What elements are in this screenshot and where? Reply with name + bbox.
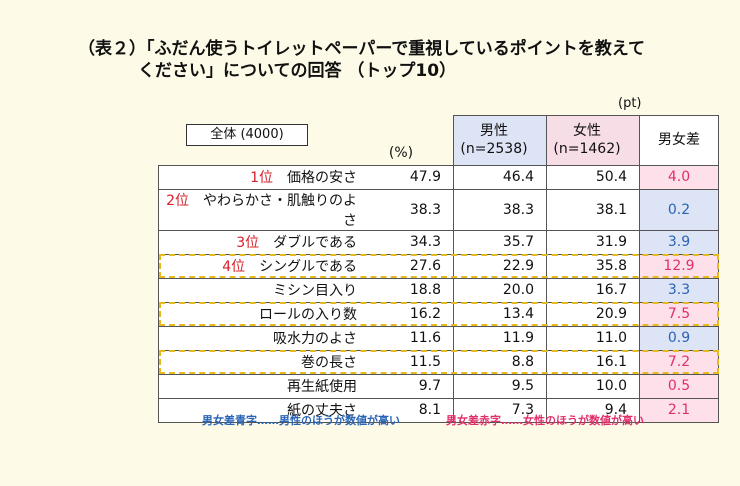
item-cell: 再生紙使用 (158, 373, 361, 398)
table-row: 4位 シングルである 27.6 22.9 35.8 12.9 (158, 253, 719, 278)
header-male-label: 男性 (480, 123, 508, 140)
value-male: 20.0 (453, 277, 547, 302)
value-male: 46.4 (453, 164, 547, 189)
item-label: 価格の安さ (287, 170, 357, 186)
value-diff: 12.9 (639, 253, 719, 278)
item-label: 再生紙使用 (287, 379, 357, 395)
item-label: やわらかさ・肌触りのよさ (203, 192, 357, 229)
table-row: 吸水力のよさ 11.6 11.9 11.0 0.9 (158, 325, 719, 350)
item-cell: ロールの入り数 (158, 301, 361, 326)
value-male: 38.3 (453, 188, 547, 230)
value-female: 10.0 (546, 373, 640, 398)
value-all: 27.6 (361, 253, 454, 278)
value-female: 35.8 (546, 253, 640, 278)
title-line-1: （表２）「ふだん使うトイレットペーパーで重視しているポイントを教えて (78, 39, 645, 59)
table-row: 再生紙使用 9.7 9.5 10.0 0.5 (158, 373, 719, 398)
item-label: 巻の長さ (301, 355, 357, 371)
table-row: 3位 ダブルである 34.3 35.7 31.9 3.9 (158, 229, 719, 254)
table-row: ロールの入り数 16.2 13.4 20.9 7.5 (158, 301, 719, 326)
item-cell: 1位 価格の安さ (158, 164, 361, 189)
item-cell: 巻の長さ (158, 349, 361, 374)
table-body: 1位 価格の安さ 47.9 46.4 50.4 4.0 2位 やわらかさ・肌触りのよさ 38.3… (158, 164, 719, 423)
value-all: 38.3 (361, 188, 454, 230)
note-male-higher: 男女差青字……男性のほうが数値が高い (202, 414, 400, 427)
unit-label: (pt) (618, 96, 642, 111)
rank-label: 3位 (236, 235, 260, 251)
value-all: 34.3 (361, 229, 454, 254)
value-female: 9.4 (546, 397, 640, 423)
value-diff: 3.3 (639, 277, 719, 302)
header-female-n: (n=1462) (553, 141, 621, 158)
value-male: 7.3 (453, 397, 547, 423)
item-label: 吸水力のよさ (273, 331, 357, 347)
value-male: 22.9 (453, 253, 547, 278)
value-female: 16.1 (546, 349, 640, 374)
value-male: 9.5 (453, 373, 547, 398)
item-label: ロールの入り数 (259, 307, 357, 323)
value-male: 11.9 (453, 325, 547, 350)
table-row: 巻の長さ 11.5 8.8 16.1 7.2 (158, 349, 719, 374)
value-all: 11.5 (361, 349, 454, 374)
value-female: 38.1 (546, 188, 640, 230)
header-female: 女性 (n=1462) (546, 115, 640, 165)
value-diff: 7.2 (639, 349, 719, 374)
rank-label: 2位 (166, 192, 189, 209)
table-row: 1位 価格の安さ 47.9 46.4 50.4 4.0 (158, 164, 719, 189)
item-cell: 4位 シングルである (158, 253, 361, 278)
value-all: 8.1 (361, 397, 454, 423)
value-diff: 0.9 (639, 325, 719, 350)
value-male: 13.4 (453, 301, 547, 326)
value-female: 50.4 (546, 164, 640, 189)
value-female: 11.0 (546, 325, 640, 350)
item-cell: 2位 やわらかさ・肌触りのよさ (158, 188, 361, 230)
item-cell: 吸水力のよさ (158, 325, 361, 350)
results-table: (%) 男性 (n=2538) 女性 (n=1462) 男女差 1位 価格の安さ 4… (158, 115, 719, 423)
rank-label: 1位 (250, 170, 273, 186)
table-row: 紙の丈夫さ 8.1 7.3 9.4 2.1 (158, 397, 719, 423)
header-diff: 男女差 (639, 115, 719, 165)
value-female: 31.9 (546, 229, 640, 254)
value-male: 35.7 (453, 229, 547, 254)
item-label: ダブルである (273, 235, 357, 251)
header-row: (%) 男性 (n=2538) 女性 (n=1462) 男女差 (159, 115, 719, 165)
header-all: (%) (388, 144, 414, 161)
title-line-2: ください」についての回答 （トップ10） (138, 61, 457, 81)
item-label: ミシン目入り (273, 283, 357, 299)
page-title: （表２）「ふだん使うトイレットペーパーで重視しているポイントを教えて ください」… (78, 38, 698, 82)
value-diff: 2.1 (639, 397, 719, 423)
value-all: 11.6 (361, 325, 454, 350)
item-cell: ミシン目入り (158, 277, 361, 302)
value-male: 8.8 (453, 349, 547, 374)
header-male-n: (n=2538) (460, 141, 528, 158)
value-all: 16.2 (361, 301, 454, 326)
note-female-higher: 男女差赤字……女性のほうが数値が高い (446, 414, 644, 427)
value-diff: 4.0 (639, 164, 719, 189)
item-cell: 3位 ダブルである (158, 229, 361, 254)
rank-label: 4位 (222, 259, 246, 275)
item-cell: 紙の丈夫さ (158, 397, 361, 423)
value-all: 18.8 (361, 277, 454, 302)
value-all: 47.9 (361, 164, 454, 189)
value-all: 9.7 (361, 373, 454, 398)
value-diff: 0.5 (639, 373, 719, 398)
sample-size-label: 全体 (4000) (186, 124, 308, 146)
value-female: 16.7 (546, 277, 640, 302)
table-row: ミシン目入り 18.8 20.0 16.7 3.3 (158, 277, 719, 302)
item-label: シングルである (259, 259, 357, 275)
header-female-label: 女性 (573, 123, 601, 140)
value-female: 20.9 (546, 301, 640, 326)
table-row: 2位 やわらかさ・肌触りのよさ 38.3 38.3 38.1 0.2 (158, 188, 719, 230)
value-diff: 7.5 (639, 301, 719, 326)
header-male: 男性 (n=2538) (453, 115, 547, 165)
value-diff: 0.2 (639, 188, 719, 230)
item-label: 紙の丈夫さ (287, 403, 357, 419)
value-diff: 3.9 (639, 229, 719, 254)
